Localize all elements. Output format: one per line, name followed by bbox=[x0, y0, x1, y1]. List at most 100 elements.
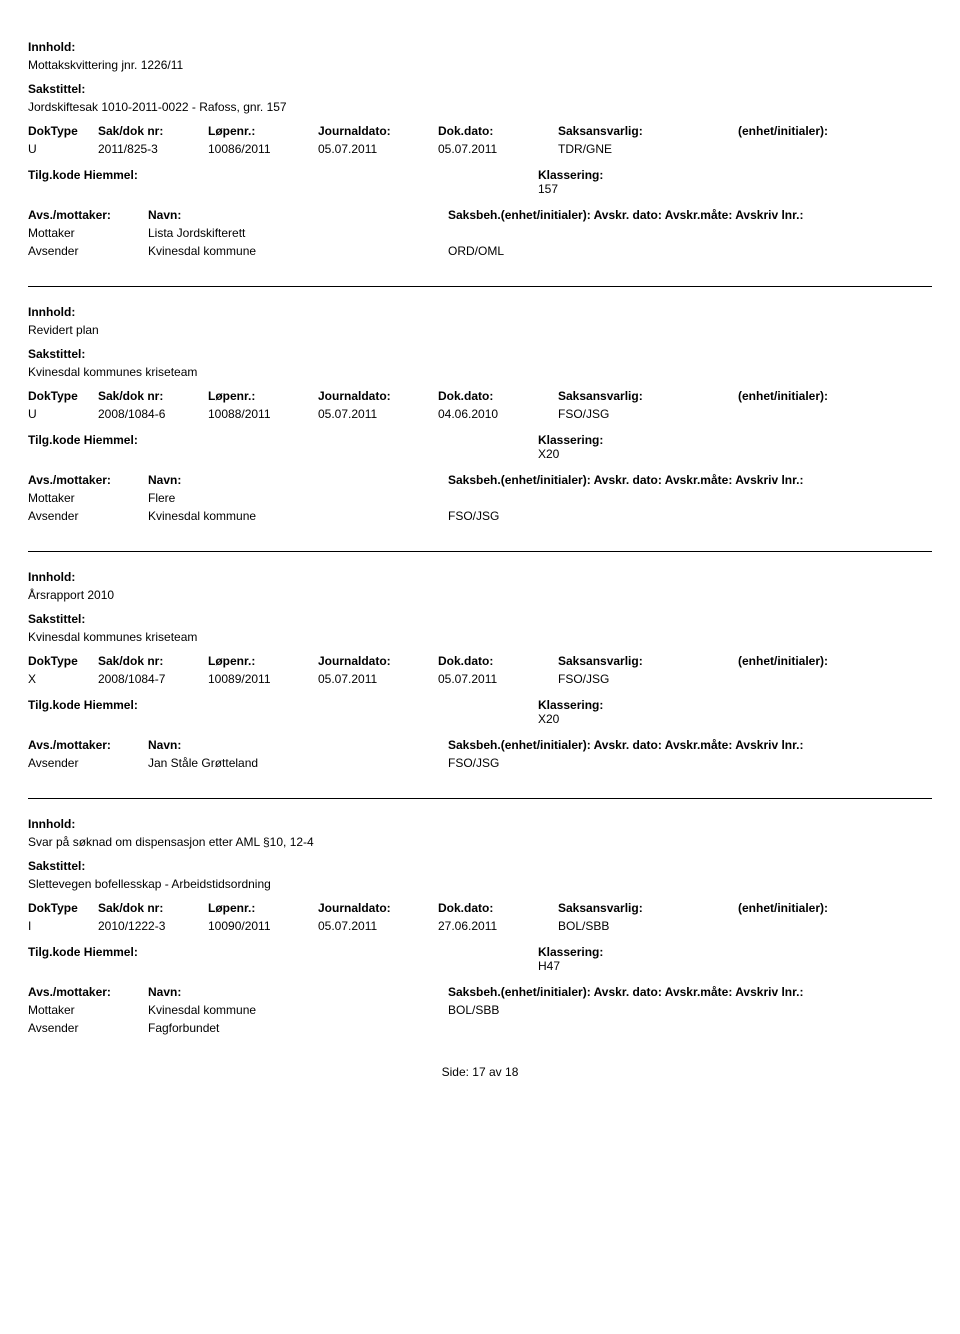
val-dokdato: 05.07.2011 bbox=[438, 142, 558, 156]
val-saksansvarlig: FSO/JSG bbox=[558, 407, 738, 421]
hdr-journaldato: Journaldato: bbox=[318, 124, 438, 138]
hdr-navn: Navn: bbox=[148, 473, 448, 487]
party-row: Mottaker Lista Jordskifterett bbox=[28, 226, 932, 240]
hdr-avs-mottaker: Avs./mottaker: bbox=[28, 208, 148, 222]
sakstittel-label: Sakstittel: bbox=[28, 82, 932, 96]
hdr-enhet: (enhet/initialer): bbox=[738, 389, 932, 403]
party-saksbeh: BOL/SBB bbox=[448, 1003, 932, 1017]
column-values: I 2010/1222-3 10090/2011 05.07.2011 27.0… bbox=[28, 919, 932, 933]
val-doktype: U bbox=[28, 142, 98, 156]
hdr-dokdato: Dok.dato: bbox=[438, 654, 558, 668]
party-saksbeh bbox=[448, 226, 932, 240]
klassering-value: 157 bbox=[538, 182, 932, 196]
hdr-dokdato: Dok.dato: bbox=[438, 389, 558, 403]
tilgkode-label: Tilg.kode bbox=[28, 433, 80, 447]
hdr-doktype: DokType bbox=[28, 654, 98, 668]
val-lopenr: 10089/2011 bbox=[208, 672, 318, 686]
innhold-text: Revidert plan bbox=[28, 323, 932, 337]
page-total: 18 bbox=[505, 1065, 518, 1079]
party-saksbeh: ORD/OML bbox=[448, 244, 932, 258]
column-headers: DokType Sak/dok nr: Løpenr.: Journaldato… bbox=[28, 654, 932, 668]
hdr-lopenr: Løpenr.: bbox=[208, 389, 318, 403]
tilgkode-label: Tilg.kode bbox=[28, 945, 80, 959]
hdr-navn: Navn: bbox=[148, 208, 448, 222]
party-row: Avsender Kvinesdal kommune ORD/OML bbox=[28, 244, 932, 258]
party-role: Mottaker bbox=[28, 226, 148, 240]
val-saksansvarlig: BOL/SBB bbox=[558, 919, 738, 933]
hdr-saksansvarlig: Saksansvarlig: bbox=[558, 654, 738, 668]
val-enhet bbox=[738, 919, 932, 933]
av-label: av bbox=[489, 1065, 502, 1079]
column-headers: DokType Sak/dok nr: Løpenr.: Journaldato… bbox=[28, 124, 932, 138]
side-label: Side: bbox=[442, 1065, 469, 1079]
hdr-lopenr: Løpenr.: bbox=[208, 654, 318, 668]
hdr-doktype: DokType bbox=[28, 901, 98, 915]
journal-entry: Innhold: Svar på søknad om dispensasjon … bbox=[28, 817, 932, 1035]
klassering-value: X20 bbox=[538, 447, 932, 461]
hjemmel-label: Hiemmel: bbox=[84, 168, 138, 182]
hdr-saksansvarlig: Saksansvarlig: bbox=[558, 389, 738, 403]
sakstittel-label: Sakstittel: bbox=[28, 859, 932, 873]
val-doktype: U bbox=[28, 407, 98, 421]
innhold-text: Mottakskvittering jnr. 1226/11 bbox=[28, 58, 932, 72]
party-saksbeh bbox=[448, 1021, 932, 1035]
val-lopenr: 10088/2011 bbox=[208, 407, 318, 421]
party-saksbeh: FSO/JSG bbox=[448, 756, 932, 770]
party-name: Jan Ståle Grøtteland bbox=[148, 756, 448, 770]
party-saksbeh: FSO/JSG bbox=[448, 509, 932, 523]
klassering-label: Klassering: bbox=[538, 433, 932, 447]
sakstittel-label: Sakstittel: bbox=[28, 347, 932, 361]
klassering-value: H47 bbox=[538, 959, 932, 973]
entry-separator bbox=[28, 286, 932, 287]
party-row: Mottaker Kvinesdal kommune BOL/SBB bbox=[28, 1003, 932, 1017]
column-values: U 2008/1084-6 10088/2011 05.07.2011 04.0… bbox=[28, 407, 932, 421]
party-name: Kvinesdal kommune bbox=[148, 244, 448, 258]
party-name: Kvinesdal kommune bbox=[148, 1003, 448, 1017]
party-role: Mottaker bbox=[28, 1003, 148, 1017]
sakstittel-text: Jordskiftesak 1010-2011-0022 - Rafoss, g… bbox=[28, 100, 932, 114]
val-enhet bbox=[738, 142, 932, 156]
party-name: Lista Jordskifterett bbox=[148, 226, 448, 240]
entries-container: Innhold: Mottakskvittering jnr. 1226/11 … bbox=[28, 40, 932, 1035]
column-values: X 2008/1084-7 10089/2011 05.07.2011 05.0… bbox=[28, 672, 932, 686]
hjemmel-label: Hiemmel: bbox=[84, 945, 138, 959]
hdr-lopenr: Løpenr.: bbox=[208, 124, 318, 138]
hdr-saknr: Sak/dok nr: bbox=[98, 901, 208, 915]
party-name: Flere bbox=[148, 491, 448, 505]
party-header: Avs./mottaker: Navn: Saksbeh.(enhet/init… bbox=[28, 473, 932, 487]
hdr-dokdato: Dok.dato: bbox=[438, 901, 558, 915]
party-header: Avs./mottaker: Navn: Saksbeh.(enhet/init… bbox=[28, 208, 932, 222]
hjemmel-label: Hiemmel: bbox=[84, 433, 138, 447]
hdr-saksansvarlig: Saksansvarlig: bbox=[558, 901, 738, 915]
party-row: Mottaker Flere bbox=[28, 491, 932, 505]
val-saknr: 2011/825-3 bbox=[98, 142, 208, 156]
hdr-enhet: (enhet/initialer): bbox=[738, 124, 932, 138]
val-dokdato: 04.06.2010 bbox=[438, 407, 558, 421]
hdr-navn: Navn: bbox=[148, 985, 448, 999]
val-journaldato: 05.07.2011 bbox=[318, 919, 438, 933]
party-row: Avsender Kvinesdal kommune FSO/JSG bbox=[28, 509, 932, 523]
hdr-saksansvarlig: Saksansvarlig: bbox=[558, 124, 738, 138]
hdr-enhet: (enhet/initialer): bbox=[738, 654, 932, 668]
party-role: Avsender bbox=[28, 1021, 148, 1035]
hdr-saksbeh: Saksbeh.(enhet/initialer): Avskr. dato: … bbox=[448, 208, 932, 222]
klassering-label: Klassering: bbox=[538, 698, 932, 712]
val-journaldato: 05.07.2011 bbox=[318, 672, 438, 686]
tilgkode-label: Tilg.kode bbox=[28, 698, 80, 712]
tilgkode-row: Tilg.kode Hiemmel: Klassering: H47 bbox=[28, 945, 932, 973]
val-doktype: X bbox=[28, 672, 98, 686]
innhold-label: Innhold: bbox=[28, 305, 932, 319]
klassering-label: Klassering: bbox=[538, 168, 932, 182]
klassering-value: X20 bbox=[538, 712, 932, 726]
journal-entry: Innhold: Revidert plan Sakstittel: Kvine… bbox=[28, 305, 932, 523]
sakstittel-label: Sakstittel: bbox=[28, 612, 932, 626]
column-headers: DokType Sak/dok nr: Løpenr.: Journaldato… bbox=[28, 389, 932, 403]
hdr-avs-mottaker: Avs./mottaker: bbox=[28, 473, 148, 487]
val-saknr: 2010/1222-3 bbox=[98, 919, 208, 933]
tilgkode-row: Tilg.kode Hiemmel: Klassering: 157 bbox=[28, 168, 932, 196]
hdr-journaldato: Journaldato: bbox=[318, 654, 438, 668]
party-row: Avsender Jan Ståle Grøtteland FSO/JSG bbox=[28, 756, 932, 770]
tilgkode-row: Tilg.kode Hiemmel: Klassering: X20 bbox=[28, 433, 932, 461]
party-header: Avs./mottaker: Navn: Saksbeh.(enhet/init… bbox=[28, 985, 932, 999]
party-saksbeh bbox=[448, 491, 932, 505]
